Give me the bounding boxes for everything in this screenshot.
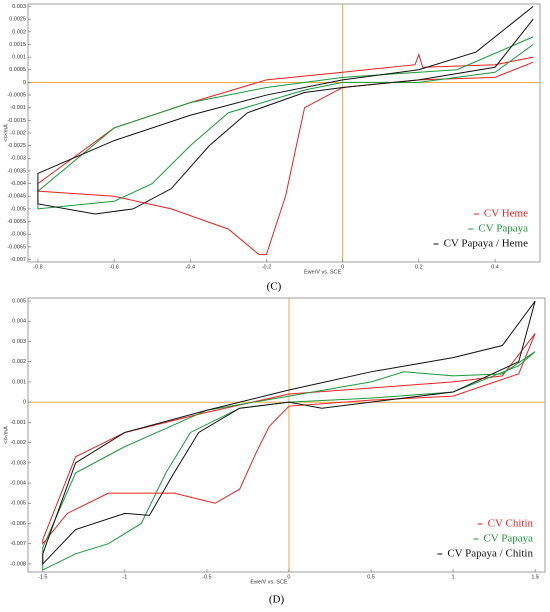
y-tick-label: -0.001 (10, 420, 26, 426)
legend-label: CV Heme (484, 208, 528, 220)
x-tick-label: 0.4 (491, 264, 499, 270)
y-tick-label: -0.0005 (7, 93, 26, 99)
legend-label: CV Papaya / Chitin (447, 548, 533, 560)
x-axis-label: Ewe/V vs. SCE (250, 579, 288, 585)
y-tick-label: 0.001 (12, 55, 26, 61)
y-tick-label: 0.001 (12, 379, 26, 385)
y-tick-label: -0.005 (10, 501, 26, 507)
y-tick-label: -0.0065 (7, 244, 26, 250)
y-tick-label: -0.006 (10, 232, 26, 238)
y-tick-label: -0.008 (10, 561, 26, 567)
cv-curve (37, 6, 534, 215)
cv-curve (37, 36, 534, 210)
cv-curve (42, 333, 536, 546)
plot-frame (27, 297, 546, 573)
x-tick-label: 1.5 (531, 574, 539, 580)
legend-label: CV Chitin (488, 518, 534, 530)
y-tick-label: 0.002 (12, 29, 26, 35)
y-tick-label: -0.007 (10, 257, 26, 263)
x-tick-label: 1 (452, 574, 455, 580)
y-tick-label: -0.003 (10, 156, 26, 162)
y-tick-label: -0.005 (10, 206, 26, 212)
y-tick-label: 0.0005 (9, 67, 26, 73)
y-tick-label: 0.0025 (9, 17, 26, 23)
x-tick-label: -1 (122, 574, 127, 580)
y-axis-label: <I>/mA (3, 124, 9, 142)
y-tick-label: -0.004 (10, 480, 26, 486)
cv-curve (42, 300, 536, 566)
y-tick-label: -0.006 (10, 521, 26, 527)
y-tick-label: 0.005 (12, 298, 26, 304)
legend-label: CV Papaya (478, 223, 528, 235)
y-tick-label: 0.003 (12, 4, 26, 10)
legend-label: CV Papaya / Heme (444, 238, 529, 250)
x-axis-label: Ewe/V vs. SCE (304, 269, 342, 275)
cv-curve (37, 53, 534, 255)
cv-curve (42, 351, 536, 571)
y-tick-label: -0.007 (10, 541, 26, 547)
legend-label: CV Papaya (483, 533, 533, 545)
plot-frame (27, 3, 541, 263)
y-tick-label: -0.001 (10, 105, 26, 111)
caption: (D) (269, 594, 285, 606)
y-axis-label: <I>/mA (3, 426, 9, 444)
y-tick-label: 0.004 (12, 319, 26, 325)
chart-panel: 0.005 0.004 0.003 0.002 0.001 0 -0.001 -0.002 -0… (3, 297, 546, 606)
x-tick-label: 0 (287, 574, 290, 580)
y-tick-label: -0.002 (10, 440, 26, 446)
chart-panel: 0.003 0.0025 0.002 0.0015 0.001 0.0005 0 -0.000… (3, 3, 541, 293)
x-tick-label: -0.5 (202, 574, 211, 580)
caption: (C) (267, 281, 282, 293)
y-tick-label: 0.003 (12, 339, 26, 345)
y-tick-label: -0.003 (10, 460, 26, 466)
y-tick-label: -0.002 (10, 130, 26, 136)
x-tick-label: -0.4 (186, 264, 195, 270)
x-tick-label: -1.5 (38, 574, 47, 580)
y-tick-label: 0 (23, 400, 26, 406)
x-tick-label: 0.5 (367, 574, 375, 580)
x-tick-label: -0.6 (109, 264, 118, 270)
y-tick-label: -0.0055 (7, 219, 26, 225)
y-tick-label: -0.0025 (7, 143, 26, 149)
y-tick-label: -0.0045 (7, 194, 26, 200)
y-tick-label: -0.004 (10, 181, 26, 187)
x-tick-label: -0.8 (33, 264, 42, 270)
y-tick-label: 0.0015 (9, 42, 26, 48)
y-tick-label: 0.002 (12, 359, 26, 365)
x-tick-label: -0.2 (262, 264, 271, 270)
x-tick-label: 0.2 (415, 264, 423, 270)
x-tick-label: 0 (341, 264, 344, 270)
y-tick-label: -0.0035 (7, 168, 26, 174)
y-tick-label: 0 (23, 80, 26, 86)
y-tick-label: -0.0015 (7, 118, 26, 124)
